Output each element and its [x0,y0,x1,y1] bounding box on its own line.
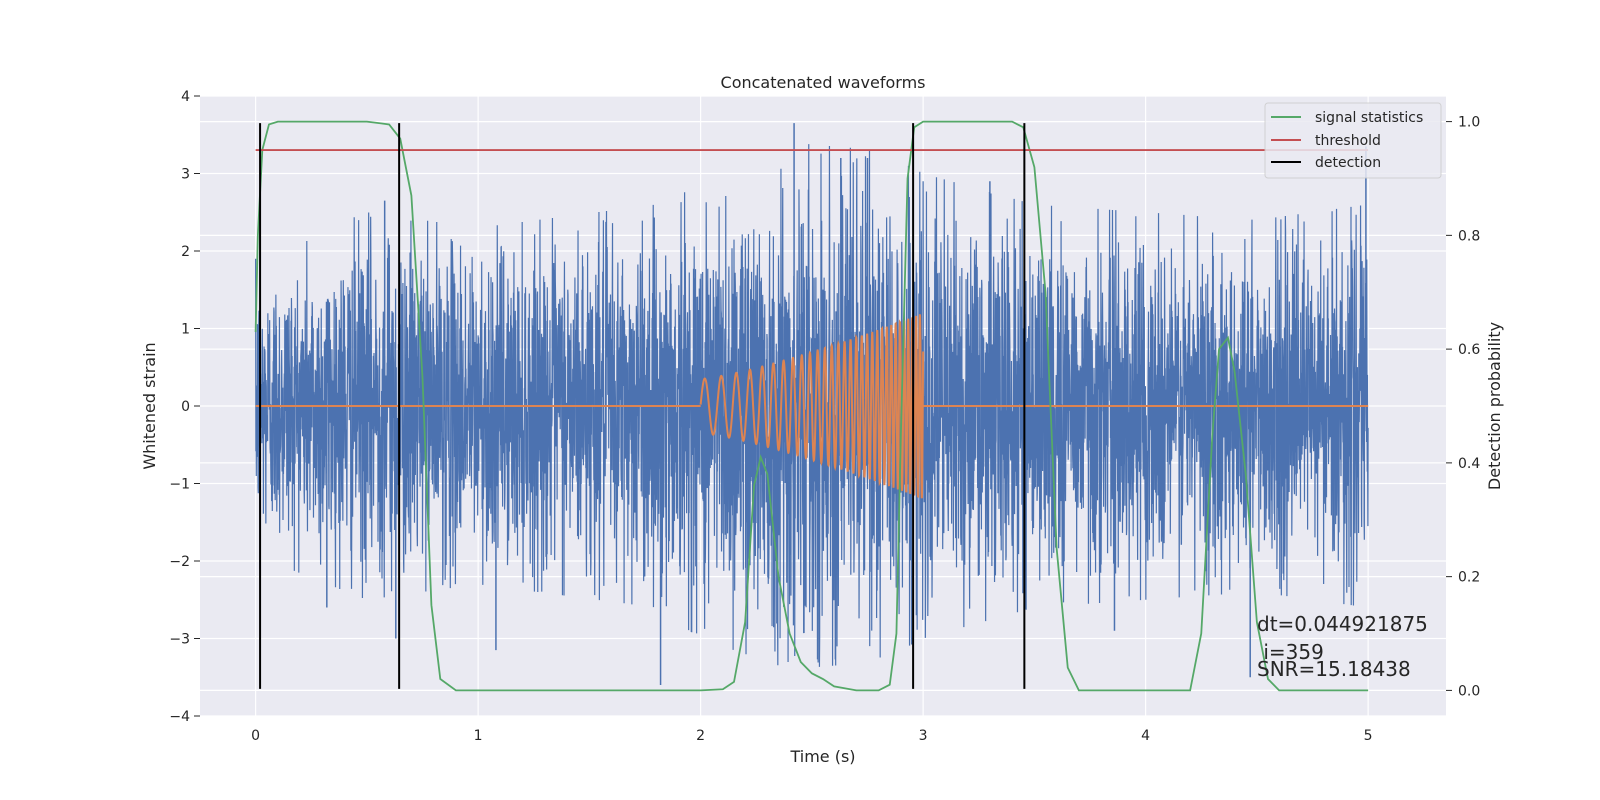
y-tick-label: −3 [169,632,190,648]
y-tick-label: −2 [169,554,190,570]
y2-tick-label: 0.6 [1458,342,1480,358]
y-tick-label: −4 [169,709,190,725]
y-tick-label: 1 [181,322,190,338]
legend-box [1264,102,1442,179]
y-tick-label: 0 [181,399,190,415]
y2-axis-label: Detection probability [1485,322,1504,490]
y2-tick-label: 1.0 [1458,115,1480,131]
y2-tick-label: 0.4 [1458,456,1480,472]
y2-tick-label: 0.8 [1458,228,1480,244]
x-tick-label: 3 [919,728,928,744]
chart-title: Concatenated waveforms [721,73,926,92]
annotation-snr: SNR=15.18438 [1257,657,1411,681]
legend-label-detection: detection [1315,155,1381,171]
annotation-dt: dt=0.044921875 [1257,612,1428,636]
x-axis-label: Time (s) [789,747,855,766]
legend: signal statistics threshold detection [1264,102,1442,179]
y-axis-ticks: −4 −3 −2 −1 0 1 2 3 4 [169,89,200,725]
y-tick-label: 3 [181,167,190,183]
series-signal-statistics [254,120,1369,692]
x-axis-ticks: 0 1 2 3 4 5 [251,728,1372,744]
x-tick-label: 1 [474,728,483,744]
x-tick-label: 2 [696,728,705,744]
y2-tick-label: 0.0 [1458,683,1480,699]
y-tick-label: 4 [181,89,190,105]
series-chirp-waveform [255,314,1369,499]
y2-tick-label: 0.2 [1458,570,1480,586]
series-layer [254,120,1369,692]
legend-label-threshold: threshold [1315,133,1381,149]
y-tick-label: −1 [169,477,190,493]
annotation-i: i=359 [1257,640,1324,664]
x-tick-label: 5 [1364,728,1373,744]
y-axis-label: Whitened strain [140,342,159,469]
y2-axis-ticks: 0.0 0.2 0.4 0.6 0.8 1.0 [1446,115,1480,699]
x-tick-label: 4 [1141,728,1150,744]
y-tick-label: 2 [181,244,190,260]
x-tick-label: 0 [251,728,260,744]
annotations: dt=0.044921875 i=359 SNR=15.18438 [1257,612,1428,681]
legend-label-signal-statistics: signal statistics [1315,110,1423,126]
